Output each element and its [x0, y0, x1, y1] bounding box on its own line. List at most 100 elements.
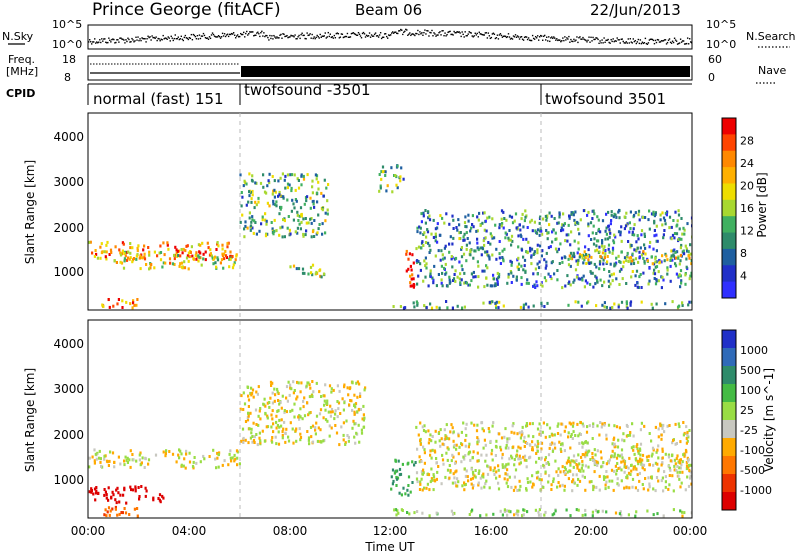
heatmap-cell — [587, 224, 590, 228]
heatmap-cell — [271, 417, 274, 421]
heatmap-cell — [673, 468, 676, 472]
nsky-point — [351, 32, 354, 34]
velocity-colorbar-label: Velocity [m s^-1] — [762, 368, 776, 472]
heatmap-cell — [678, 470, 682, 474]
heatmap-cell — [424, 264, 427, 268]
heatmap-cell — [592, 224, 595, 228]
heatmap-cell — [436, 226, 439, 230]
nsky-point — [135, 36, 137, 38]
heatmap-cell — [560, 256, 564, 260]
heatmap-cell — [491, 253, 494, 257]
heatmap-cell — [305, 229, 308, 233]
heatmap-cell — [618, 216, 621, 220]
heatmap-cell — [605, 212, 608, 216]
heatmap-cell — [184, 249, 187, 253]
heatmap-cell — [486, 464, 489, 468]
heatmap-cell — [411, 460, 414, 464]
heatmap-cell — [544, 214, 547, 218]
heatmap-cell — [572, 454, 576, 458]
heatmap-cell — [615, 469, 618, 472]
heatmap-cell — [654, 265, 657, 269]
nsky-point — [544, 34, 546, 37]
heatmap-cell — [633, 452, 636, 456]
heatmap-cell — [520, 282, 523, 286]
heatmap-cell — [501, 452, 504, 456]
heatmap-cell — [405, 249, 408, 253]
heatmap-cell — [481, 221, 484, 225]
heatmap-cell — [143, 244, 146, 248]
heatmap-cell — [468, 241, 471, 245]
heatmap-cell — [568, 216, 571, 220]
nsky-point — [566, 37, 568, 39]
heatmap-cell — [353, 422, 356, 426]
heatmap-cell — [658, 261, 661, 265]
nsky-point — [297, 36, 299, 38]
heatmap-cell — [518, 462, 521, 466]
heatmap-cell — [474, 275, 477, 279]
heatmap-cell — [583, 258, 586, 262]
heatmap-cell — [519, 305, 522, 309]
nsky-point — [288, 36, 290, 38]
nsky-point — [379, 32, 382, 34]
heatmap-cell — [200, 263, 203, 267]
nsky-point — [338, 37, 341, 39]
heatmap-cell — [589, 221, 593, 225]
heatmap-cell — [277, 194, 280, 198]
heatmap-cell — [423, 304, 426, 308]
heatmap-cell — [441, 253, 444, 257]
heatmap-cell — [401, 462, 404, 466]
heatmap-cell — [520, 430, 524, 434]
heatmap-cell — [476, 229, 479, 233]
heatmap-cell — [242, 391, 245, 395]
heatmap-cell — [548, 435, 551, 439]
heatmap-cell — [462, 252, 466, 256]
heatmap-cell — [425, 266, 428, 270]
nsky-point — [121, 38, 123, 40]
heatmap-cell — [648, 266, 651, 270]
heatmap-cell — [402, 306, 406, 310]
heatmap-cell — [324, 408, 327, 412]
heatmap-cell — [503, 247, 506, 251]
heatmap-cell — [379, 186, 382, 190]
heatmap-cell — [338, 389, 341, 393]
heatmap-cell — [271, 381, 274, 385]
heatmap-cell — [654, 256, 657, 260]
heatmap-cell — [604, 483, 607, 487]
heatmap-cell — [139, 267, 142, 271]
heatmap-cell — [684, 244, 687, 248]
heatmap-cell — [419, 480, 422, 484]
heatmap-cell — [402, 486, 405, 490]
heatmap-cell — [336, 384, 339, 388]
nsky-point — [210, 34, 213, 36]
nsky-point — [188, 36, 191, 39]
heatmap-cell — [476, 436, 479, 440]
nsky-point — [138, 39, 140, 42]
nsky-point — [625, 41, 627, 43]
heatmap-cell — [565, 233, 568, 237]
vel-ytick-2000: 2000 — [53, 428, 84, 442]
heatmap-cell — [173, 257, 176, 261]
heatmap-cell — [668, 466, 671, 470]
nsky-point — [168, 37, 170, 39]
heatmap-cell — [675, 224, 678, 228]
nsky-point — [599, 40, 601, 42]
heatmap-cell — [229, 250, 232, 254]
heatmap-cell — [481, 427, 484, 431]
heatmap-cell — [178, 448, 181, 452]
nsky-point — [296, 38, 298, 40]
heatmap-cell — [562, 223, 565, 227]
heatmap-cell — [569, 422, 573, 426]
power-ytick-4000: 4000 — [53, 130, 84, 144]
heatmap-cell — [437, 249, 440, 253]
heatmap-cell — [240, 394, 243, 398]
heatmap-cell — [567, 223, 570, 227]
heatmap-cell — [554, 231, 557, 235]
nsky-point — [555, 39, 557, 41]
nsky-point — [355, 34, 358, 36]
heatmap-cell — [559, 447, 562, 451]
nsky-point — [530, 39, 533, 42]
heatmap-cell — [598, 250, 601, 254]
heatmap-cell — [424, 209, 427, 212]
heatmap-cell — [591, 217, 594, 220]
heatmap-cell — [652, 271, 655, 275]
